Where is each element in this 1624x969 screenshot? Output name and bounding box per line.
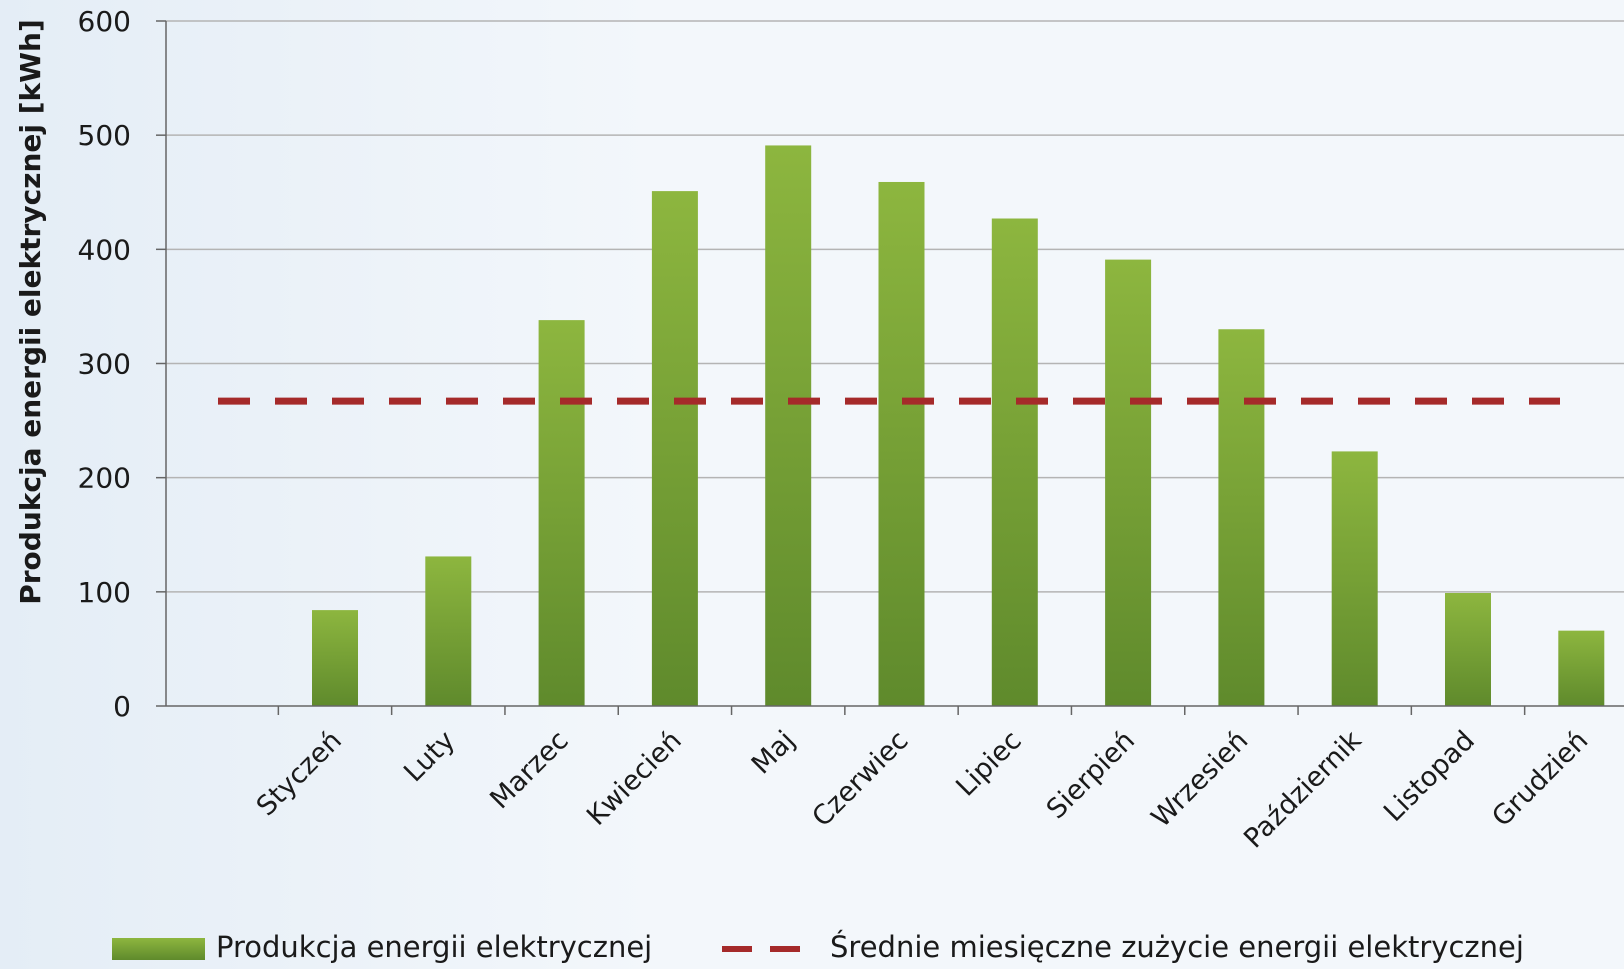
bar-grudzień [1558, 630, 1605, 706]
bar-styczeń [312, 610, 358, 706]
legend-swatch-bars [112, 938, 205, 960]
legend: Produkcja energii elektrycznej Średnie m… [112, 930, 1524, 964]
legend-label-line: Średnie miesięczne zużycie energii elekt… [830, 930, 1524, 964]
bar-lipiec [991, 218, 1038, 706]
bar-luty [425, 556, 472, 706]
y-tick-labels: 0 100 200 300 400 500 600 [78, 5, 131, 723]
y-tick-label: 100 [78, 576, 131, 609]
bar-listopad [1445, 592, 1491, 706]
y-tick-label: 0 [113, 690, 131, 723]
bar-sierpień [1105, 259, 1152, 706]
bar-wrzesień [1218, 329, 1265, 706]
bar-marzec [538, 320, 585, 706]
axes [165, 21, 1624, 715]
bars [312, 145, 1605, 707]
y-tick-label: 400 [78, 233, 131, 266]
y-tick-label: 600 [78, 5, 131, 38]
bar-czerwiec [878, 181, 925, 707]
y-tick-label: 500 [78, 119, 131, 152]
bar-kwiecień [651, 191, 698, 706]
y-axis-label: Produkcja energii elektrycznej [kWh] [14, 19, 47, 605]
bar-październik [1331, 451, 1378, 706]
y-tick-label: 200 [78, 462, 131, 495]
y-tick-label: 300 [78, 348, 131, 381]
legend-label-bars: Produkcja energii elektrycznej [216, 930, 652, 964]
bar-maj [765, 145, 812, 707]
